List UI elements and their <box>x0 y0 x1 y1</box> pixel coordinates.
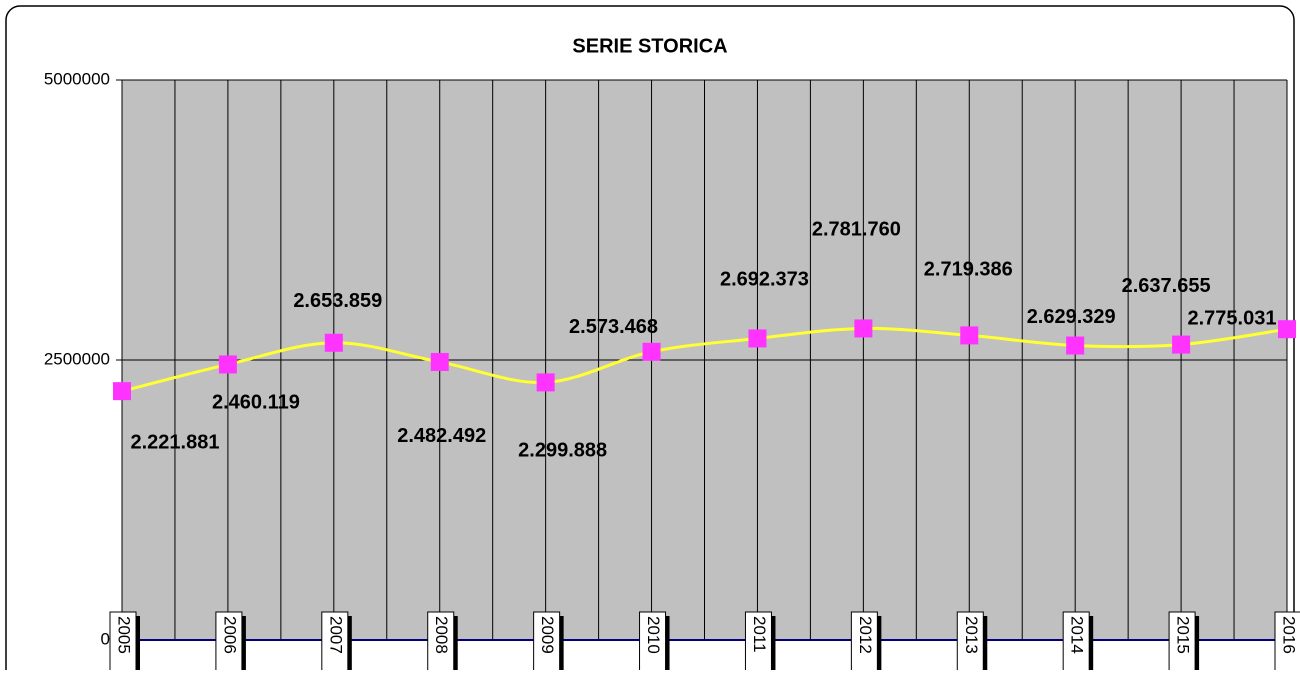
x-tick-label: 2007 <box>326 616 345 654</box>
x-tick-box: 2008 <box>427 611 458 675</box>
x-tick-label: 2005 <box>115 616 134 654</box>
x-tick-label: 2011 <box>750 616 769 653</box>
data-label: 2.629.329 <box>1027 306 1116 328</box>
x-tick-bg <box>744 611 772 673</box>
data-label: 2.221.881 <box>131 431 220 453</box>
marker <box>536 373 555 392</box>
x-tick-box: 2006 <box>215 611 246 675</box>
x-tick-bg <box>639 611 667 673</box>
marker <box>113 382 131 401</box>
x-tick-label: 2008 <box>432 616 451 654</box>
x-tick-label: 2016 <box>1280 616 1299 654</box>
x-tick-label: 2009 <box>538 616 557 654</box>
x-tick-label: 2012 <box>856 616 875 654</box>
marker <box>1278 320 1296 339</box>
data-label: 2.482.492 <box>397 425 486 447</box>
x-tick-bg <box>850 611 878 673</box>
x-tick-bg <box>1168 611 1196 673</box>
data-label: 2.719.386 <box>924 259 1013 281</box>
x-tick-bg <box>321 611 349 673</box>
marker <box>324 333 343 352</box>
data-label: 2.775.031 <box>1188 307 1277 329</box>
series-line <box>121 326 1288 393</box>
marker <box>854 319 873 338</box>
marker <box>748 329 767 348</box>
x-tick-bg <box>956 611 984 673</box>
x-tick-bg <box>1274 611 1300 673</box>
chart-title: SERIE STORICA <box>572 35 727 57</box>
marker <box>430 352 449 371</box>
marker <box>218 355 237 374</box>
y-tick-label: 5000000 <box>44 69 110 88</box>
marker <box>1066 336 1085 355</box>
data-label: 2.781.760 <box>812 219 901 241</box>
x-tick-bg <box>427 611 455 673</box>
x-tick-label: 2014 <box>1068 616 1087 654</box>
x-tick-box: 2014 <box>1062 611 1094 675</box>
data-label: 2.299.888 <box>518 440 607 462</box>
x-tick-bg <box>533 611 561 673</box>
x-tick-box: 2015 <box>1168 611 1200 675</box>
x-tick-label: 2010 <box>644 616 663 654</box>
x-tick-bg <box>1062 611 1090 673</box>
x-tick-label: 2015 <box>1174 616 1193 654</box>
x-tick-label: 2013 <box>962 616 981 654</box>
data-label: 2.573.468 <box>569 316 658 338</box>
data-label: 2.637.655 <box>1122 275 1211 297</box>
x-tick-box: 2011 <box>744 611 776 675</box>
x-tick-bg <box>215 611 243 673</box>
x-tick-box: 2016 <box>1274 611 1300 675</box>
x-tick-label: 2006 <box>220 616 239 654</box>
x-tick-box: 2010 <box>639 611 670 675</box>
x-tick-box: 2009 <box>533 611 564 675</box>
x-tick-box: 2007 <box>321 611 352 675</box>
x-tick-box: 2013 <box>956 611 988 675</box>
marker <box>960 326 979 345</box>
y-tick-label: 0 <box>101 629 110 648</box>
data-label: 2.653.859 <box>293 290 382 312</box>
x-tick-box: 2012 <box>850 611 882 675</box>
data-label: 2.692.373 <box>720 269 809 291</box>
y-tick-label: 2500000 <box>44 349 110 368</box>
marker <box>642 342 661 361</box>
marker <box>1172 335 1191 354</box>
x-tick-bg <box>109 611 137 673</box>
data-label: 2.460.119 <box>212 392 300 414</box>
x-tick-box: 2005 <box>109 611 140 675</box>
